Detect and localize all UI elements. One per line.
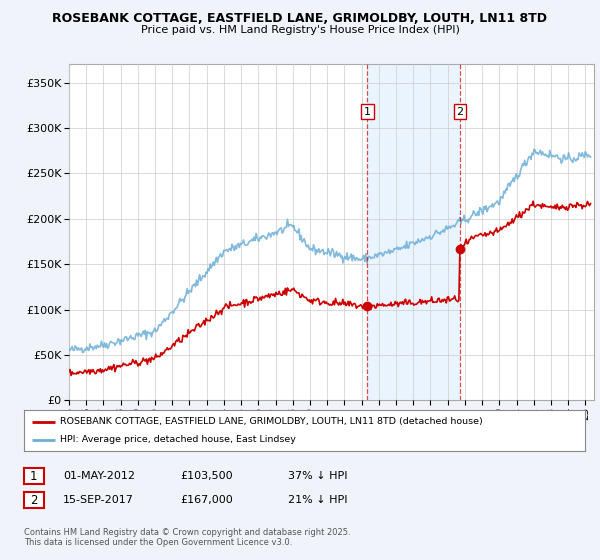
Text: 37% ↓ HPI: 37% ↓ HPI xyxy=(288,471,347,481)
Text: ROSEBANK COTTAGE, EASTFIELD LANE, GRIMOLDBY, LOUTH, LN11 8TD: ROSEBANK COTTAGE, EASTFIELD LANE, GRIMOL… xyxy=(53,12,548,25)
Text: HPI: Average price, detached house, East Lindsey: HPI: Average price, detached house, East… xyxy=(61,435,296,444)
Bar xyxy=(367,64,460,400)
Text: £167,000: £167,000 xyxy=(180,495,233,505)
Text: 1: 1 xyxy=(364,106,371,116)
Text: 2: 2 xyxy=(457,106,463,116)
Text: 01-MAY-2012: 01-MAY-2012 xyxy=(63,471,135,481)
Text: £103,500: £103,500 xyxy=(180,471,233,481)
Text: 15-SEP-2017: 15-SEP-2017 xyxy=(63,495,134,505)
Text: Price paid vs. HM Land Registry's House Price Index (HPI): Price paid vs. HM Land Registry's House … xyxy=(140,25,460,35)
Text: 21% ↓ HPI: 21% ↓ HPI xyxy=(288,495,347,505)
Text: ROSEBANK COTTAGE, EASTFIELD LANE, GRIMOLDBY, LOUTH, LN11 8TD (detached house): ROSEBANK COTTAGE, EASTFIELD LANE, GRIMOL… xyxy=(61,417,483,426)
Text: Contains HM Land Registry data © Crown copyright and database right 2025.
This d: Contains HM Land Registry data © Crown c… xyxy=(24,528,350,547)
Text: 2: 2 xyxy=(30,493,38,507)
Text: 1: 1 xyxy=(30,469,38,483)
